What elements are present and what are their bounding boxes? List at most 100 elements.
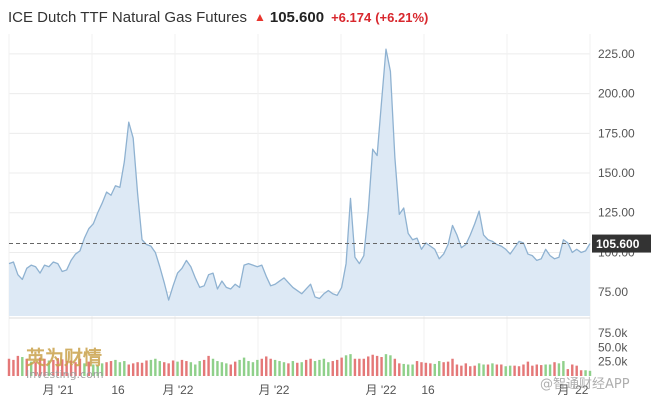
volume-bar — [300, 362, 303, 376]
price-tick-label: 225.00 — [598, 47, 635, 61]
volume-bar — [265, 356, 268, 376]
quote-header: ICE Dutch TTF Natural Gas Futures ▲ 105.… — [8, 7, 428, 27]
volume-bar — [557, 363, 561, 376]
volume-bar — [375, 355, 379, 377]
volume-bar — [309, 358, 312, 376]
volume-bar — [7, 358, 11, 376]
zhitong-watermark: @智通财经APP — [540, 377, 630, 392]
volume-bar — [322, 358, 326, 376]
volume-bar — [517, 366, 521, 376]
volume-bar — [154, 358, 157, 376]
time-tick-label: 月 '22 — [558, 383, 589, 397]
volume-bar — [38, 357, 42, 376]
volume-bar — [415, 361, 419, 376]
volume-bar — [367, 356, 370, 376]
volume-bar — [335, 359, 339, 376]
volume-bar — [233, 361, 237, 377]
volume-bar — [304, 359, 308, 376]
time-tick-label: 月 '22 — [163, 383, 194, 397]
volume-bar — [486, 364, 490, 376]
volume-bar — [313, 361, 317, 376]
chart-grid — [8, 34, 591, 376]
volume-bar — [531, 365, 534, 376]
price-tick-label: 200.00 — [598, 87, 635, 101]
volume-bar — [216, 361, 219, 376]
volume-bar — [242, 357, 246, 376]
volume-bar — [61, 359, 64, 376]
volume-bar — [16, 355, 20, 377]
volume-bar — [438, 361, 441, 376]
volume-series — [7, 354, 592, 377]
volume-bar — [491, 363, 494, 376]
volume-bar — [371, 354, 374, 376]
volume-bar — [127, 364, 130, 376]
volume-bar — [464, 363, 468, 376]
investing-logo-watermark: 英为财情 — [26, 346, 102, 369]
volume-bar — [442, 362, 445, 376]
time-tick-label: 16 — [421, 383, 435, 397]
volume-bar — [29, 361, 33, 377]
last-price-label-box — [592, 234, 651, 253]
volume-bar — [504, 366, 507, 376]
volume-bar — [43, 358, 46, 376]
volume-bar — [566, 369, 570, 376]
last-price-label: 105.600 — [596, 237, 640, 251]
volume-bar — [393, 358, 397, 376]
volume-bar — [495, 364, 499, 376]
volume-bar — [131, 363, 135, 376]
volume-bar — [34, 362, 37, 376]
volume-bar — [544, 364, 547, 376]
volume-bar — [562, 361, 565, 376]
volume-tick-label: 50.0k — [598, 340, 628, 354]
volume-bar — [384, 354, 388, 376]
volume-bar — [451, 358, 454, 376]
time-tick-label: 月 '22 — [259, 383, 290, 397]
price-axis: 75.00100.00125.00150.00175.00200.00225.0… — [592, 47, 651, 299]
volume-bar — [553, 362, 556, 376]
volume-bar — [526, 361, 530, 377]
volume-bar — [256, 359, 259, 376]
volume-bar — [282, 362, 286, 376]
price-area-series — [8, 48, 591, 317]
volume-bar — [588, 370, 592, 376]
volume-bar — [202, 359, 206, 376]
volume-bar — [140, 362, 144, 376]
volume-bar — [380, 357, 383, 376]
volume-bar — [69, 360, 73, 376]
volume-tick-label: 25.0k — [598, 355, 628, 369]
price-line — [8, 48, 591, 301]
volume-bar — [287, 363, 290, 376]
volume-bar — [25, 358, 28, 376]
volume-bar — [12, 359, 15, 376]
price-tick-label: 175.00 — [598, 126, 635, 140]
volume-bar — [522, 364, 525, 376]
instrument-title: ICE Dutch TTF Natural Gas Futures — [8, 8, 247, 26]
investing-logo-subtitle: Investing.com — [26, 368, 104, 381]
volume-bar — [318, 359, 321, 376]
volume-bar — [96, 365, 99, 376]
volume-bar — [194, 364, 197, 376]
volume-bar — [21, 357, 24, 376]
volume-bar — [149, 359, 153, 376]
volume-bar — [433, 363, 436, 376]
up-arrow-icon: ▲ — [253, 10, 266, 24]
last-price: 105.600 — [269, 8, 325, 26]
price-tick-label: 125.00 — [598, 206, 635, 220]
volume-bar — [269, 358, 272, 376]
volume-bar — [176, 361, 179, 377]
volume-bar — [327, 362, 330, 376]
volume-bar — [362, 358, 366, 376]
volume-bar — [455, 364, 459, 376]
volume-bar — [247, 361, 250, 376]
volume-bar — [406, 364, 410, 376]
price-tick-label: 150.00 — [598, 166, 635, 180]
volume-bar — [189, 362, 193, 376]
volume-bar — [220, 362, 224, 376]
time-tick-label: 月 '21 — [43, 383, 74, 397]
volume-bar — [411, 364, 414, 376]
volume-bar — [482, 364, 485, 376]
volume-bar — [198, 361, 201, 376]
